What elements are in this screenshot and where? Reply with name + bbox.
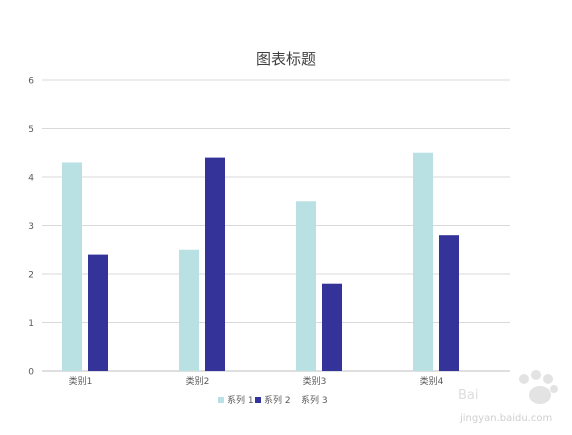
bar: [296, 201, 316, 371]
x-tick-label: 类别3: [303, 375, 327, 387]
chart-title: 图表标题: [255, 50, 316, 68]
bar: [322, 283, 342, 371]
x-tick-label: 类别1: [69, 375, 93, 387]
y-tick-label: 0: [28, 368, 34, 378]
legend-label: 系列 1: [227, 394, 254, 406]
bar: [88, 254, 108, 371]
legend-swatch: [255, 397, 261, 403]
y-tick-label: 6: [28, 77, 34, 87]
x-tick-label: 类别2: [186, 375, 210, 387]
bar: [62, 162, 82, 371]
bar: [439, 235, 459, 371]
bar: [179, 249, 199, 371]
y-tick-label: 1: [28, 319, 34, 329]
bar: [205, 157, 225, 371]
legend-label: 系列 3: [301, 394, 328, 406]
y-tick-label: 2: [28, 271, 34, 281]
legend-swatch: [292, 397, 298, 403]
baidu-jingyan-watermark-icon: Bai jingyan.baidu.com: [458, 370, 558, 424]
bar: [413, 152, 433, 371]
y-tick-label: 4: [28, 174, 34, 184]
svg-text:Bai: Bai: [458, 388, 479, 403]
watermark-text: jingyan.baidu.com: [459, 413, 552, 424]
y-tick-label: 5: [28, 125, 34, 135]
legend-label: 系列 2: [264, 394, 291, 406]
legend-swatch: [218, 397, 224, 403]
y-tick-label: 3: [28, 222, 34, 232]
x-tick-label: 类别4: [420, 375, 444, 387]
